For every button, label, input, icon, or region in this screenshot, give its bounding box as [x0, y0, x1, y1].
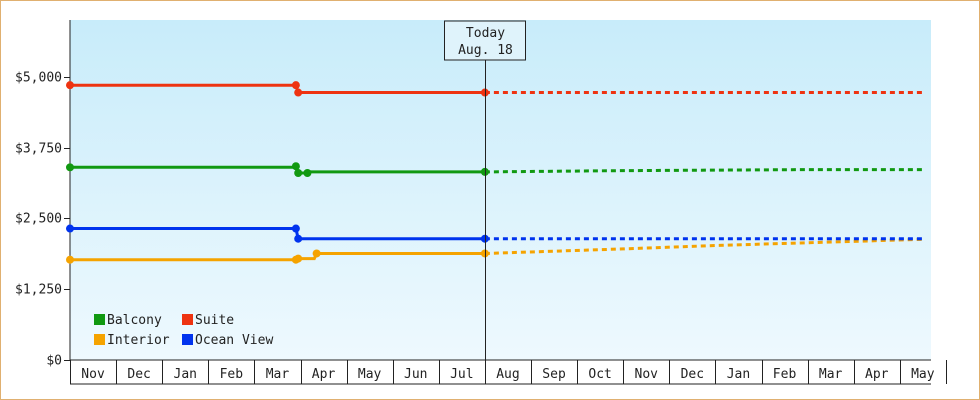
x-tick-label: Feb	[220, 367, 244, 382]
x-tick-label: Nov	[81, 367, 105, 382]
data-point	[480, 249, 489, 258]
series-forecast-balcony	[484, 168, 923, 174]
data-point	[303, 169, 312, 177]
x-tick-label: Mar	[819, 367, 843, 382]
legend-label: Suite	[195, 313, 234, 328]
data-point	[291, 224, 300, 233]
legend-swatch	[182, 334, 193, 345]
x-tick-label: Aug	[496, 367, 519, 382]
x-tick-label: Dec	[127, 367, 150, 382]
data-point	[480, 234, 489, 243]
x-tick-label: Apr	[312, 367, 336, 382]
legend-label: Ocean View	[195, 333, 273, 348]
x-tick-label: Nov	[635, 367, 659, 382]
today-date: Aug. 18	[458, 43, 513, 58]
x-tick-label: Jul	[450, 367, 473, 382]
data-point	[291, 162, 300, 171]
data-point	[66, 224, 74, 233]
series-line-interior	[70, 252, 485, 262]
data-point	[480, 88, 489, 97]
data-point	[291, 81, 300, 90]
x-tick-label: May	[358, 367, 382, 382]
x-tick-label: Sep	[542, 367, 566, 382]
y-tick-label: $5,000	[15, 71, 62, 86]
legend: Balcony Suite Interior Ocean View	[94, 313, 273, 348]
x-tick-label: Jan	[727, 367, 750, 382]
data-point	[480, 167, 489, 176]
x-tick-label: Apr	[865, 367, 889, 382]
legend-label: Interior	[107, 333, 170, 348]
x-tick-label: Jan	[174, 367, 197, 382]
y-tick-label: $3,750	[15, 142, 62, 157]
legend-swatch	[182, 314, 193, 325]
legend-swatch	[94, 334, 105, 345]
x-tick-label: Dec	[681, 367, 704, 382]
axes: $0 $1,250 $2,500 $3,750 $5,000 Nov Dec Jan Feb Ma…	[15, 20, 947, 385]
data-point	[66, 81, 74, 90]
data-point	[66, 255, 74, 264]
data-point	[294, 169, 303, 177]
y-tick-label: $2,500	[15, 212, 62, 227]
x-tick-label: Oct	[588, 367, 611, 382]
data-point	[312, 249, 321, 258]
legend-swatch	[94, 314, 105, 325]
data-point	[66, 163, 74, 172]
plot-background	[70, 20, 931, 360]
data-point	[294, 88, 303, 97]
series-forecast-interior	[484, 237, 923, 255]
legend-label: Balcony	[107, 313, 162, 328]
today-marker: Today Aug. 18	[444, 20, 526, 360]
today-label-box	[444, 20, 526, 61]
data-point	[294, 234, 303, 243]
series-markers	[66, 81, 489, 264]
series-line-ocean-view	[70, 227, 485, 241]
y-tick-label: $0	[46, 354, 62, 369]
x-tick-label: Jun	[404, 367, 427, 382]
y-tick-label: $1,250	[15, 283, 62, 298]
x-tick-label: Mar	[266, 367, 290, 382]
x-tick-label: Feb	[773, 367, 797, 382]
today-label: Today	[466, 26, 505, 41]
x-tick-label: May	[911, 367, 935, 382]
data-point	[294, 254, 303, 263]
